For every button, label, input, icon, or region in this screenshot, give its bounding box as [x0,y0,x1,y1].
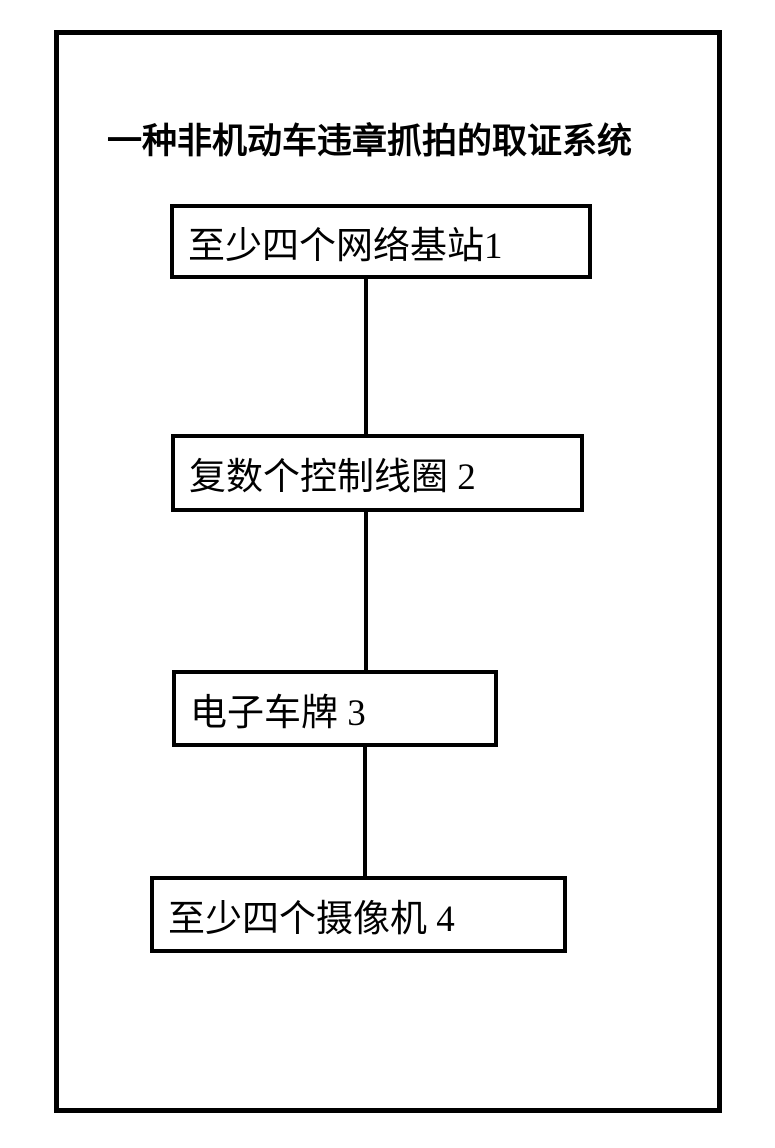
diagram-title: 一种非机动车违章抓拍的取证系统 [107,113,632,164]
edge-2-3 [364,512,368,670]
node-label: 至少四个网络基站1 [188,215,503,269]
edge-1-2 [364,279,368,434]
node-label: 至少四个摄像机 4 [168,888,455,942]
node-network-base-stations: 至少四个网络基站1 [170,204,592,279]
node-control-coils: 复数个控制线圈 2 [171,434,584,512]
edge-3-4 [363,747,367,876]
node-label: 复数个控制线圈 2 [189,446,476,500]
node-electronic-plate: 电子车牌 3 [172,670,498,747]
node-label: 电子车牌 3 [190,682,366,736]
node-cameras: 至少四个摄像机 4 [150,876,567,953]
page: 一种非机动车违章抓拍的取证系统 至少四个网络基站1 复数个控制线圈 2 电子车牌… [0,0,775,1148]
